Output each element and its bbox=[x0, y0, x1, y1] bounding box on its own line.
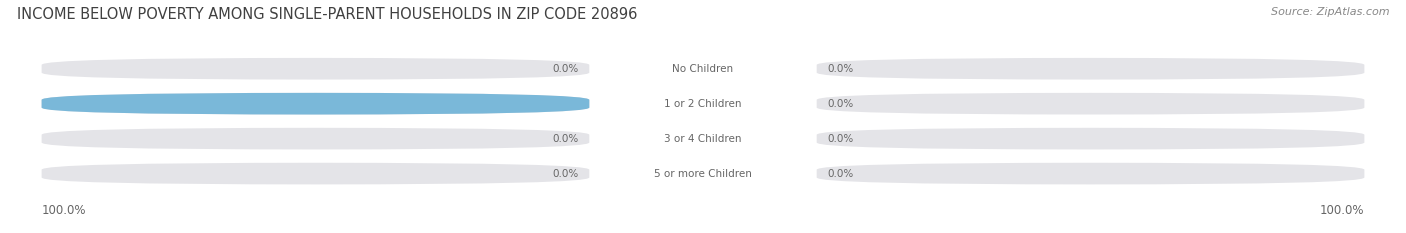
FancyBboxPatch shape bbox=[42, 163, 589, 185]
Text: No Children: No Children bbox=[672, 64, 734, 74]
Text: 0.0%: 0.0% bbox=[553, 134, 578, 144]
Text: 100.0%: 100.0% bbox=[1320, 204, 1364, 217]
FancyBboxPatch shape bbox=[817, 58, 1364, 80]
FancyBboxPatch shape bbox=[42, 93, 589, 115]
Text: 0.0%: 0.0% bbox=[828, 99, 853, 109]
Text: 0.0%: 0.0% bbox=[553, 64, 578, 74]
Text: 0.0%: 0.0% bbox=[828, 134, 853, 144]
FancyBboxPatch shape bbox=[817, 163, 1364, 185]
FancyBboxPatch shape bbox=[817, 128, 1364, 150]
Text: 0.0%: 0.0% bbox=[828, 169, 853, 178]
FancyBboxPatch shape bbox=[42, 93, 589, 115]
Text: 100.0%: 100.0% bbox=[0, 99, 31, 109]
FancyBboxPatch shape bbox=[42, 58, 589, 80]
Text: 0.0%: 0.0% bbox=[553, 169, 578, 178]
Text: 100.0%: 100.0% bbox=[42, 204, 86, 217]
Text: Source: ZipAtlas.com: Source: ZipAtlas.com bbox=[1271, 7, 1389, 17]
Text: 5 or more Children: 5 or more Children bbox=[654, 169, 752, 178]
Text: 1 or 2 Children: 1 or 2 Children bbox=[664, 99, 742, 109]
Text: 0.0%: 0.0% bbox=[828, 64, 853, 74]
Text: INCOME BELOW POVERTY AMONG SINGLE-PARENT HOUSEHOLDS IN ZIP CODE 20896: INCOME BELOW POVERTY AMONG SINGLE-PARENT… bbox=[17, 7, 637, 22]
FancyBboxPatch shape bbox=[42, 128, 589, 150]
FancyBboxPatch shape bbox=[817, 93, 1364, 115]
Text: 3 or 4 Children: 3 or 4 Children bbox=[664, 134, 742, 144]
